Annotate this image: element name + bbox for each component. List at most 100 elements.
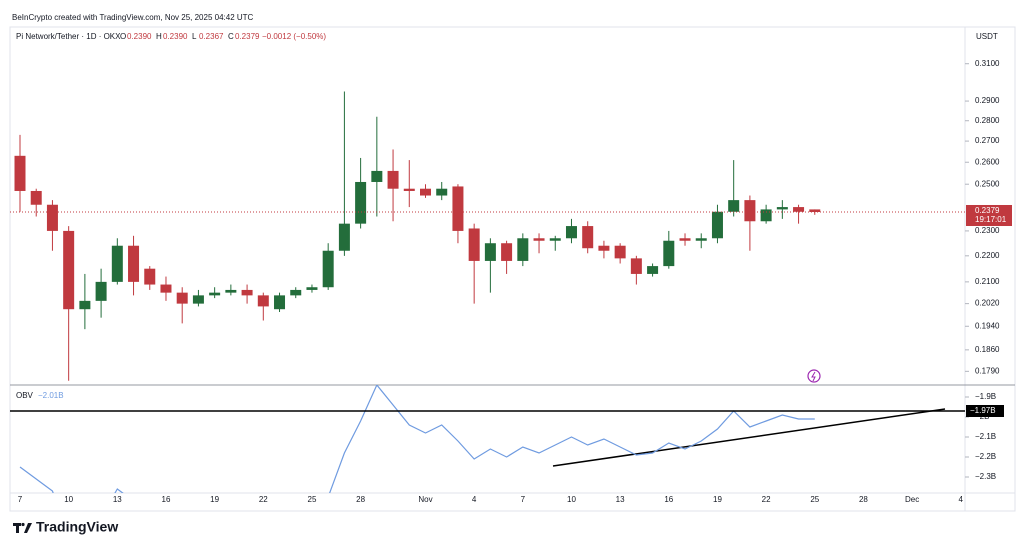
candle-body — [420, 188, 431, 196]
obv-name: OBV — [16, 391, 34, 400]
legend-key: L — [192, 32, 197, 41]
frame — [9, 26, 1016, 512]
candle-body — [355, 181, 367, 224]
candle-body — [63, 230, 75, 310]
candle-body — [30, 190, 42, 205]
candle-body — [192, 295, 204, 304]
x-tick-label: 28 — [356, 495, 365, 504]
candle-body — [728, 200, 740, 212]
candle-body — [679, 238, 691, 241]
candle-body — [533, 238, 545, 241]
candle-body — [338, 223, 350, 251]
candle-body — [614, 245, 626, 259]
candle-body — [144, 268, 156, 285]
x-tick-label: 28 — [859, 495, 868, 504]
x-tick-label: 13 — [113, 495, 122, 504]
legend-key: H — [156, 32, 162, 41]
obv-line — [19, 385, 815, 493]
x-tick-label: 25 — [810, 495, 819, 504]
candle-body — [647, 266, 659, 274]
candle-body — [452, 186, 464, 231]
x-tick-label: 19 — [713, 495, 722, 504]
x-tick-label: 25 — [308, 495, 317, 504]
candle-body — [322, 250, 334, 288]
event-icon — [807, 369, 821, 383]
y-tick-label: 0.3100 — [975, 59, 1000, 68]
candle-body — [160, 284, 172, 293]
candle-body — [79, 300, 91, 310]
symbol-title: Pi Network/Tether · 1D · OKX — [16, 32, 121, 41]
candle-body — [403, 188, 415, 191]
legend-value: 0.2367 — [199, 32, 224, 41]
x-tick-label: 7 — [18, 495, 23, 504]
candle-body — [565, 226, 577, 239]
legend-key: O — [120, 32, 126, 41]
candle-body — [257, 295, 269, 307]
y-tick-label: 0.2020 — [975, 299, 1000, 308]
candle-body — [176, 292, 188, 304]
legend-key: C — [228, 32, 234, 41]
price-pane — [14, 91, 821, 381]
candle-body — [290, 289, 302, 296]
y-tick-label: −2.3B — [975, 472, 996, 481]
y-tick-label: −2.1B — [975, 432, 996, 441]
candle-body — [501, 243, 513, 261]
candle-body — [306, 287, 318, 290]
x-tick-label: Dec — [905, 495, 919, 504]
candle-body — [760, 209, 772, 222]
candle-body — [95, 281, 107, 301]
x-tick-label: 4 — [472, 495, 477, 504]
y-tick-label: −2.2B — [975, 452, 996, 461]
candle-body — [387, 170, 399, 189]
obv-current: −2.01B — [38, 391, 64, 400]
candle-body — [371, 170, 383, 182]
candle-body — [128, 245, 140, 282]
change: −0.0012 (−0.50%) — [262, 32, 326, 41]
candle-body — [549, 238, 561, 241]
legend-value: 0.2390 — [163, 32, 188, 41]
x-tick-label: 19 — [210, 495, 219, 504]
brand-logo — [13, 522, 32, 533]
candle-body — [484, 243, 496, 261]
y-tick-label: 0.2900 — [975, 96, 1000, 105]
x-tick-label: 7 — [521, 495, 526, 504]
candle-body — [274, 295, 286, 310]
last-price-tag — [966, 204, 1012, 226]
legend-value: 0.2390 — [127, 32, 152, 41]
y-tick-label: 0.2600 — [975, 157, 1000, 166]
x-tick-label: 16 — [664, 495, 673, 504]
countdown: 19:17:01 — [975, 215, 1007, 224]
y-tick-label: 0.1940 — [975, 321, 1000, 330]
candle-body — [809, 209, 821, 212]
level-label: −1.97B — [970, 406, 996, 415]
candle-body — [695, 238, 707, 241]
x-tick-label: 22 — [762, 495, 771, 504]
y-tick-label: 0.2700 — [975, 136, 1000, 145]
candle-body — [111, 245, 123, 282]
candle-body — [46, 204, 58, 231]
y-tick-label: 0.2800 — [975, 116, 1000, 125]
x-tick-label: 22 — [259, 495, 268, 504]
x-tick-label: Nov — [418, 495, 432, 504]
candle-body — [630, 258, 642, 274]
level-tag — [966, 405, 1004, 417]
candle-body — [776, 207, 788, 210]
candle-body — [225, 289, 237, 293]
y-tick-label: −1.9B — [975, 392, 996, 401]
event-bolt — [811, 371, 816, 382]
x-tick-label: 13 — [616, 495, 625, 504]
x-tick-label: 10 — [567, 495, 576, 504]
attribution: BeInCrypto created with TradingView.com,… — [12, 13, 254, 22]
candle-body — [663, 240, 675, 267]
trend-line — [552, 408, 946, 467]
x-tick-label: 10 — [64, 495, 73, 504]
y-tick-label: 0.2200 — [975, 251, 1000, 260]
obv-pane — [19, 385, 815, 493]
candle-body — [241, 289, 253, 296]
candle-body — [744, 200, 756, 222]
brand: TradingView — [36, 519, 118, 535]
candle-body — [436, 188, 448, 196]
x-tick-label: 16 — [162, 495, 171, 504]
candle-body — [14, 155, 26, 191]
